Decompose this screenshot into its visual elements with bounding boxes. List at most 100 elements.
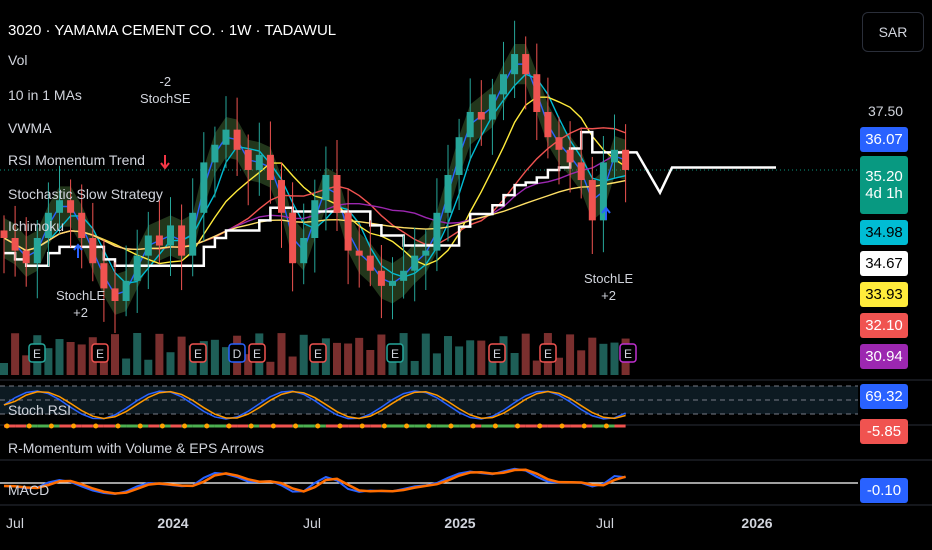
ichimoku-cloud <box>4 43 626 315</box>
candle <box>588 180 596 221</box>
volume-bar <box>144 359 153 375</box>
volume-bar <box>366 349 375 375</box>
candle <box>511 54 519 75</box>
candle <box>466 112 474 138</box>
volume-bar <box>355 337 364 375</box>
ichimoku-base-line <box>4 130 776 267</box>
signal-top-text: -2 <box>159 74 172 89</box>
candle <box>0 230 8 238</box>
dividend-marker <box>228 343 246 363</box>
legend-stochastic[interactable]: Stochastic Slow Strategy <box>8 186 163 202</box>
earnings-marker <box>619 343 637 363</box>
legend-vol[interactable]: Vol <box>8 52 28 68</box>
price-value: 35.20 <box>865 168 903 185</box>
earnings-marker-label: E <box>544 347 552 361</box>
earnings-marker-label: E <box>253 347 261 361</box>
earnings-marker-label: E <box>624 347 632 361</box>
signal-stoch-le: StochLE +2 <box>584 270 633 304</box>
earnings-marker-label: E <box>493 347 501 361</box>
price-tag: -0.10 <box>860 478 908 503</box>
candle <box>433 212 441 251</box>
volume-bar <box>410 360 419 375</box>
momentum-dot <box>71 423 77 429</box>
candle <box>244 149 252 170</box>
momentum-dot <box>226 423 232 429</box>
volume-bar <box>66 342 75 375</box>
candle <box>200 162 208 213</box>
x-tick: Jul <box>303 515 321 531</box>
momentum-dot <box>381 423 387 429</box>
legend-ichimoku[interactable]: Ichimoku <box>8 218 65 234</box>
candle <box>322 175 330 201</box>
candle <box>400 270 408 281</box>
candle <box>533 74 541 112</box>
momentum-dot <box>515 423 521 429</box>
volume-bar <box>288 356 297 375</box>
volume-bar <box>133 333 142 375</box>
volume-bar <box>22 355 31 375</box>
volume-bar <box>344 343 353 375</box>
momentum-dot <box>492 423 498 429</box>
candle <box>289 212 297 264</box>
volume-bar <box>588 337 597 375</box>
symbol-title: 3020 · YAMAMA CEMENT CO. · 1W · TADAWUL <box>8 22 337 39</box>
signal-stoch-le: StochLE +2 <box>56 287 105 321</box>
legend-vwma[interactable]: VWMA <box>8 120 52 136</box>
momentum-dot <box>248 423 254 429</box>
momentum-dot <box>404 423 410 429</box>
momentum-dot <box>115 423 121 429</box>
candle <box>366 255 374 271</box>
earnings-marker <box>386 343 404 363</box>
x-tick: Jul <box>596 515 614 531</box>
candle <box>311 200 319 238</box>
volume-bar <box>577 350 586 375</box>
candle <box>389 280 396 286</box>
volume-bar <box>44 348 53 375</box>
momentum-dot <box>448 423 454 429</box>
signal-bottom-text: StochSE <box>140 91 191 106</box>
candle <box>544 112 552 138</box>
x-tick: Jul <box>6 515 24 531</box>
volume-bar <box>455 346 464 375</box>
candle <box>222 129 230 145</box>
volume-bar <box>555 357 563 375</box>
candle <box>500 74 507 95</box>
legend-rsi-momentum[interactable]: RSI Momentum Trend <box>8 152 145 168</box>
volume-bar <box>566 334 575 375</box>
legend-mas[interactable]: 10 in 1 MAs <box>8 87 82 103</box>
momentum-dot <box>537 423 543 429</box>
x-tick: 2024 <box>157 515 189 531</box>
candle <box>22 250 30 264</box>
volume-bar <box>299 334 308 375</box>
earnings-marker-label: E <box>96 347 104 361</box>
earnings-marker-label: E <box>314 347 322 361</box>
candle <box>611 149 618 163</box>
candle <box>411 255 419 271</box>
volume-bar <box>244 354 253 375</box>
candle <box>377 270 385 286</box>
candle <box>211 144 219 163</box>
volume-bar <box>111 334 119 375</box>
candle <box>278 180 285 213</box>
candle <box>89 238 97 264</box>
candle <box>488 94 496 120</box>
currency-button[interactable]: SAR <box>862 12 924 52</box>
candle <box>100 263 108 289</box>
momentum-dot <box>26 423 32 429</box>
candle <box>67 200 75 213</box>
volume-bar <box>177 336 186 375</box>
momentum-dot <box>93 423 99 429</box>
volume-bar <box>166 352 175 375</box>
momentum-dot <box>603 423 609 429</box>
volume-bar <box>210 339 219 375</box>
candle <box>477 112 485 120</box>
volume-bar <box>421 333 430 375</box>
momentum-dot <box>426 423 432 429</box>
price-tag: 69.32 <box>860 384 908 409</box>
signal-bottom-text: +2 <box>73 305 88 320</box>
momentum-dot <box>204 423 210 429</box>
candle <box>355 250 363 256</box>
volume-bar <box>0 363 8 375</box>
volume-bar <box>610 342 619 375</box>
